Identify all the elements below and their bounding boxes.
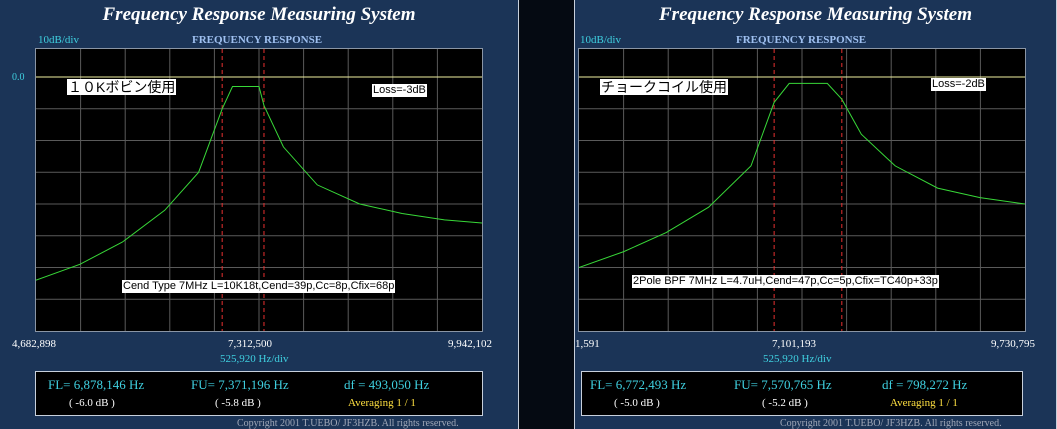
lower-cutoff-level: ( -6.0 dB ) bbox=[69, 397, 115, 409]
coil-type-note: チョークコイル使用 bbox=[600, 79, 728, 95]
upper-cutoff-level: ( -5.8 dB ) bbox=[215, 397, 261, 409]
lower-cutoff-frequency: FL= 6,878,146 Hz bbox=[48, 377, 145, 392]
response-trace bbox=[36, 86, 482, 281]
measurement-panel: FL= 6,772,493 Hz FU= 7,570,765 Hz df = 7… bbox=[581, 371, 1023, 416]
horizontal-scale-label: 525,920 Hz/div bbox=[220, 353, 289, 365]
section-title: FREQUENCY RESPONSE bbox=[736, 34, 867, 46]
center-frequency: 7,312,500 bbox=[228, 338, 272, 350]
bandwidth: df = 798,272 Hz bbox=[882, 377, 968, 392]
loss-note: Loss=-3dB bbox=[372, 84, 427, 97]
response-trace bbox=[579, 82, 1025, 268]
panel-title: Frequency Response Measuring System bbox=[659, 4, 972, 25]
lower-cutoff-frequency: FL= 6,772,493 Hz bbox=[590, 377, 687, 392]
upper-cutoff-level: ( -5.2 dB ) bbox=[762, 397, 808, 409]
averaging-status: Averaging 1 / 1 bbox=[348, 397, 416, 409]
filter-spec-note: Cend Type 7MHz L=10K18t,Cend=39p,Cc=8p,C… bbox=[122, 280, 396, 293]
horizontal-scale-label: 525,920 Hz/div bbox=[763, 353, 832, 365]
panel-title: Frequency Response Measuring System bbox=[102, 4, 416, 25]
loss-note: Loss=-2dB bbox=[931, 78, 986, 91]
lower-cutoff-level: ( -5.0 dB ) bbox=[614, 397, 660, 409]
averaging-status: Averaging 1 / 1 bbox=[890, 397, 958, 409]
copyright: Copyright 2001 T.UEBO/ JF3HZB. All right… bbox=[780, 418, 1002, 429]
measurement-panel: FL= 6,878,146 Hz FU= 7,371,196 Hz df = 4… bbox=[35, 371, 483, 416]
stop-frequency: 9,730,795 bbox=[991, 338, 1035, 350]
left-analyzer-panel: Frequency Response Measuring System 10dB… bbox=[0, 0, 519, 429]
zero-db-label: 0.0 bbox=[12, 72, 25, 83]
upper-cutoff-frequency: FU= 7,570,765 Hz bbox=[734, 377, 832, 392]
start-frequency: 4,682,898 bbox=[12, 338, 56, 350]
coil-type-note: １０Kボビン使用 bbox=[67, 79, 177, 95]
copyright: Copyright 2001 T.UEBO/ JF3HZB. All right… bbox=[237, 418, 459, 429]
window-gap bbox=[519, 0, 574, 429]
right-analyzer-panel: Frequency Response Measuring System 10dB… bbox=[574, 0, 1057, 429]
filter-spec-note: 2Pole BPF 7MHz L=4.7uH,Cend=47p,Cc=5p,Cf… bbox=[632, 275, 939, 288]
center-frequency: 7,101,193 bbox=[772, 338, 816, 350]
upper-cutoff-frequency: FU= 7,371,196 Hz bbox=[191, 377, 289, 392]
start-frequency: 1,591 bbox=[575, 338, 600, 350]
vertical-scale-label: 10dB/div bbox=[580, 34, 621, 46]
stop-frequency: 9,942,102 bbox=[448, 338, 492, 350]
bandwidth: df = 493,050 Hz bbox=[344, 377, 430, 392]
section-title: FREQUENCY RESPONSE bbox=[192, 34, 323, 46]
vertical-scale-label: 10dB/div bbox=[38, 34, 79, 46]
